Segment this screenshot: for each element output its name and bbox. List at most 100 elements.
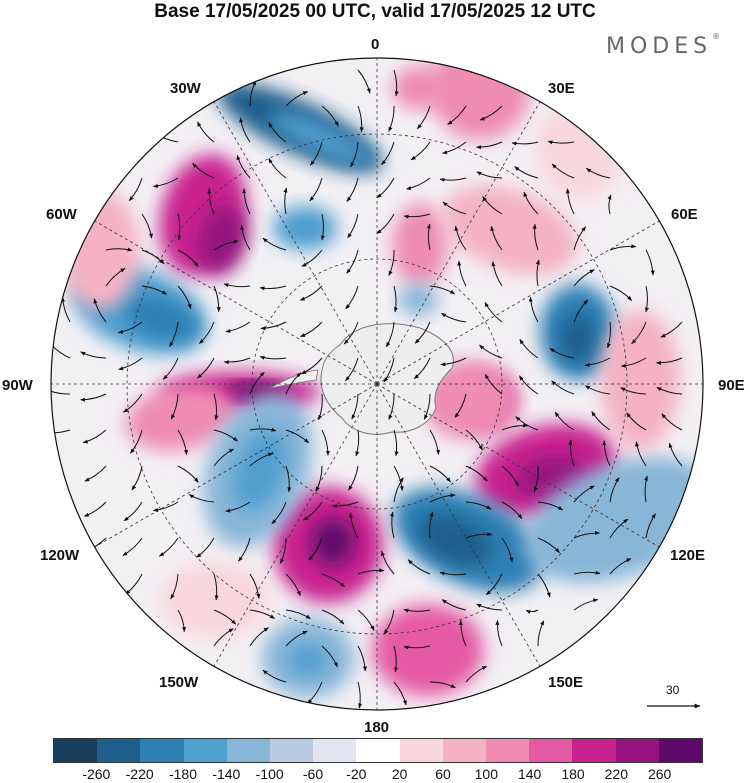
- lon-label-0: 0: [371, 36, 380, 53]
- wind-vector: [635, 441, 647, 467]
- wind-vector: [656, 386, 683, 395]
- lon-label-90e: 90E: [718, 377, 745, 394]
- wind-vector: [321, 105, 339, 127]
- wind-vector: [170, 573, 179, 600]
- wind-vector: [262, 237, 287, 251]
- wind-vector: [237, 537, 251, 562]
- wind-vector: [568, 439, 575, 467]
- wind-vector: [188, 494, 215, 503]
- wind-vector: [51, 341, 71, 359]
- wind-vector: [383, 357, 395, 383]
- lon-label-120w: 120W: [40, 547, 80, 564]
- wind-vector: [620, 357, 647, 368]
- wind-vector: [519, 338, 539, 359]
- wind-vector: [549, 347, 575, 359]
- wind-vector: [442, 201, 467, 215]
- wind-vector: [306, 681, 323, 704]
- wind-vector: [439, 177, 467, 182]
- colorbar-tick-label: 180: [561, 766, 585, 782]
- modes-logo: MODES®: [606, 32, 721, 59]
- wind-vector: [383, 609, 395, 635]
- wind-vector: [609, 285, 632, 301]
- wind-vector: [236, 154, 251, 179]
- wind-vector: [285, 91, 309, 107]
- map-title: Base 17/05/2025 00 UTC, valid 17/05/2025…: [154, 1, 596, 22]
- wind-vector: [80, 393, 107, 402]
- wind-vector: [413, 357, 431, 380]
- wind-vector: [454, 393, 467, 418]
- wind-vector: [249, 573, 261, 599]
- wind-vector: [177, 429, 189, 456]
- colorbar-swatch: [54, 739, 98, 762]
- wind-vector: [321, 645, 338, 668]
- wind-vector: [357, 69, 371, 94]
- colorbar-swatch: [486, 739, 530, 762]
- wind-vector: [465, 532, 493, 539]
- wind-vector: [609, 558, 632, 575]
- anomaly-contour: [535, 100, 625, 200]
- anomaly-contour: [197, 204, 247, 276]
- wind-vector: [490, 225, 503, 251]
- wind-vector: [389, 511, 395, 539]
- wind-vector: [501, 465, 519, 487]
- wind-vector: [609, 518, 629, 539]
- wind-vector: [51, 429, 71, 434]
- wind-vector: [429, 429, 441, 456]
- wind-vector: [177, 465, 199, 483]
- wind-vector: [93, 298, 107, 323]
- wind-vector: [249, 627, 269, 647]
- wind-vector: [357, 568, 385, 575]
- wind-vector: [309, 177, 323, 202]
- wind-vector: [321, 213, 325, 241]
- wind-vector: [285, 630, 308, 647]
- wind-vector: [346, 177, 359, 202]
- wind-vector: [249, 427, 277, 432]
- wind-vector: [123, 393, 143, 413]
- wind-vector: [573, 598, 599, 611]
- wind-vector: [484, 373, 503, 395]
- wind-vector: [388, 105, 395, 132]
- wind-vector: [644, 285, 649, 313]
- wind-vector: [586, 167, 611, 179]
- anomaly-contour: [372, 604, 484, 696]
- meridian-line: [376, 383, 541, 667]
- colorbar-tick-label: -20: [346, 766, 367, 782]
- colorbar-tick-label: 260: [647, 766, 672, 782]
- lon-label-30w: 30W: [170, 80, 201, 97]
- anomaly-contour: [560, 314, 596, 362]
- map-boundary: [50, 57, 704, 711]
- wind-vector: [565, 188, 575, 215]
- latitude-circle: [251, 258, 503, 510]
- wind-vector: [315, 465, 323, 492]
- wind-vector: [441, 312, 467, 323]
- wind-vector: [170, 393, 179, 420]
- colorbar-swatch: [399, 739, 443, 762]
- wind-vector: [620, 387, 647, 395]
- wind-vector: [346, 249, 359, 274]
- wind-vector: [318, 393, 323, 421]
- wind-vector: [405, 177, 431, 191]
- colorbar-tick-label: -180: [168, 766, 198, 782]
- anomaly-contour: [269, 111, 371, 165]
- wind-vector: [348, 512, 359, 539]
- colorbar-tick-label: 100: [474, 766, 499, 782]
- wind-vector: [668, 442, 683, 467]
- wind-vector: [162, 357, 179, 380]
- wind-vector: [465, 501, 492, 510]
- wind-vector: [302, 501, 323, 521]
- wind-vector: [197, 121, 215, 143]
- wind-vector: [283, 187, 288, 215]
- colorbar-swatch: [529, 739, 573, 762]
- wind-vector: [285, 429, 309, 444]
- meridian-line: [94, 383, 378, 548]
- wind-vector: [514, 166, 539, 179]
- wind-vector: [393, 429, 399, 457]
- wind-vector: [343, 321, 359, 345]
- wind-vector: [393, 69, 399, 97]
- wind-vector: [309, 141, 323, 166]
- wind-vector: [213, 429, 238, 442]
- colorbar-tick-label: -140: [212, 766, 241, 782]
- wind-vector: [285, 465, 292, 493]
- wind-vector: [511, 141, 539, 146]
